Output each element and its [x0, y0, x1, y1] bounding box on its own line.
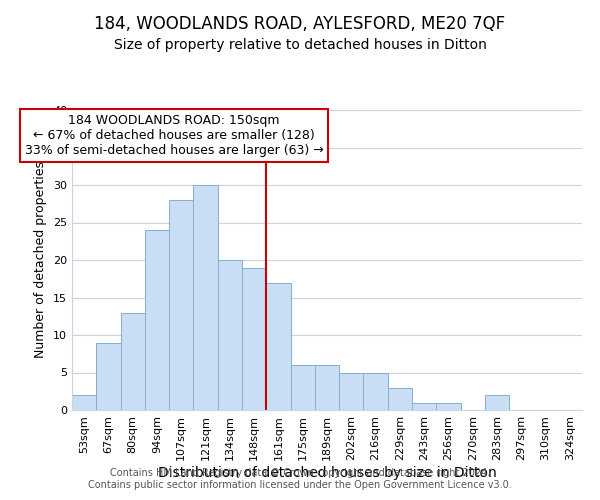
Text: 184, WOODLANDS ROAD, AYLESFORD, ME20 7QF: 184, WOODLANDS ROAD, AYLESFORD, ME20 7QF — [94, 15, 506, 33]
Bar — [315, 365, 339, 410]
Text: Contains HM Land Registry data © Crown copyright and database right 2024.
Contai: Contains HM Land Registry data © Crown c… — [88, 468, 512, 490]
Bar — [242, 268, 266, 410]
X-axis label: Distribution of detached houses by size in Ditton: Distribution of detached houses by size … — [158, 466, 496, 479]
Bar — [72, 395, 96, 410]
Bar — [412, 402, 436, 410]
Bar — [364, 372, 388, 410]
Bar — [388, 388, 412, 410]
Bar — [169, 200, 193, 410]
Bar — [193, 185, 218, 410]
Bar — [266, 282, 290, 410]
Y-axis label: Number of detached properties: Number of detached properties — [34, 162, 47, 358]
Bar — [96, 342, 121, 410]
Text: Size of property relative to detached houses in Ditton: Size of property relative to detached ho… — [113, 38, 487, 52]
Bar — [290, 365, 315, 410]
Bar — [145, 230, 169, 410]
Bar — [339, 372, 364, 410]
Bar — [121, 312, 145, 410]
Bar — [436, 402, 461, 410]
Text: 184 WOODLANDS ROAD: 150sqm
← 67% of detached houses are smaller (128)
33% of sem: 184 WOODLANDS ROAD: 150sqm ← 67% of deta… — [25, 114, 323, 157]
Bar — [485, 395, 509, 410]
Bar — [218, 260, 242, 410]
